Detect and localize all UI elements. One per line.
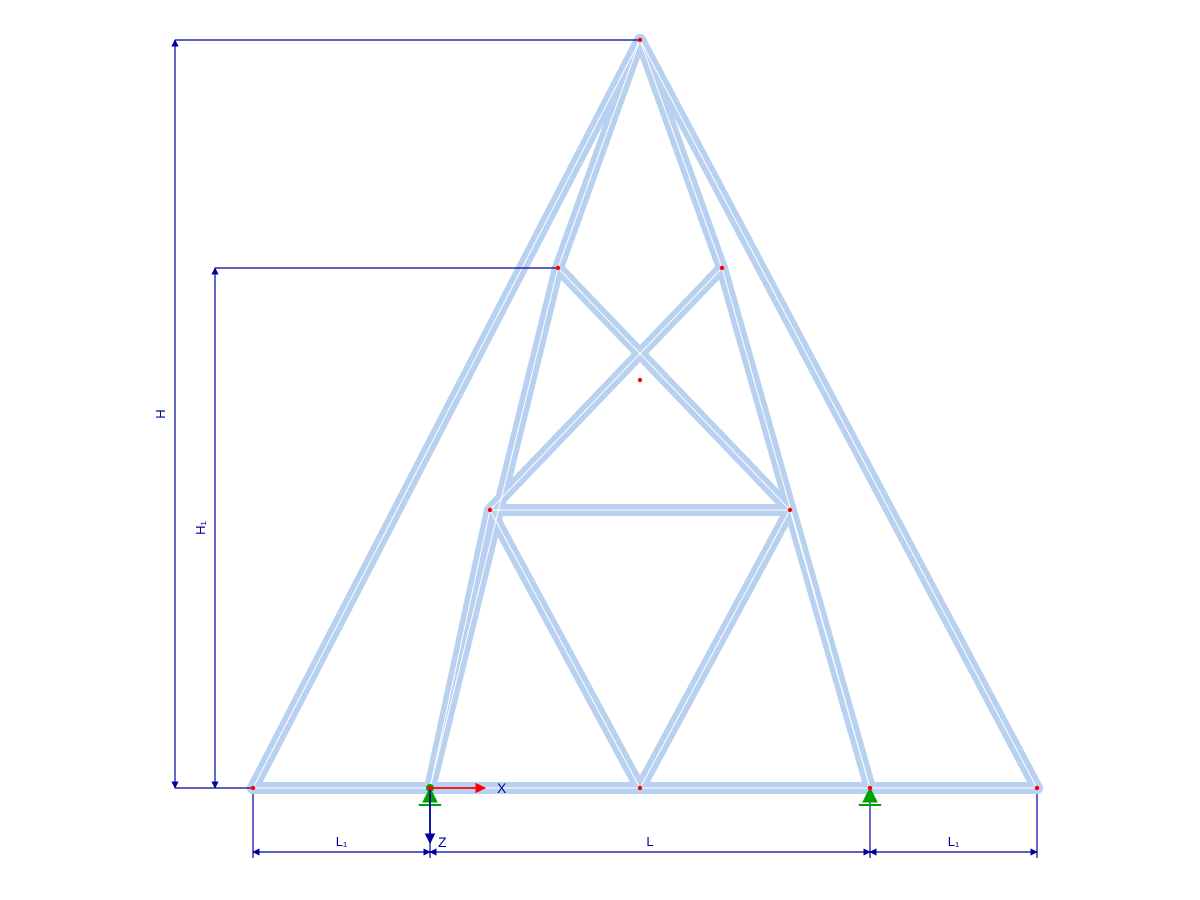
node bbox=[1035, 786, 1039, 790]
dim-label: L bbox=[646, 834, 653, 849]
node bbox=[638, 786, 642, 790]
dim-label: L₁ bbox=[948, 834, 960, 849]
node bbox=[488, 508, 492, 512]
nodes bbox=[251, 38, 1039, 790]
node bbox=[638, 38, 642, 42]
dim-label: H bbox=[153, 409, 168, 418]
node bbox=[556, 266, 560, 270]
node bbox=[428, 786, 432, 790]
node bbox=[638, 378, 642, 382]
dim-label: H₁ bbox=[193, 521, 208, 535]
axis-z-label: Z bbox=[438, 834, 447, 850]
node bbox=[251, 786, 255, 790]
node bbox=[868, 786, 872, 790]
node bbox=[720, 266, 724, 270]
truss-diagram: H H₁ L₁ L L₁ X Z bbox=[0, 0, 1200, 900]
members bbox=[253, 40, 1037, 788]
dim-label: L₁ bbox=[336, 834, 348, 849]
axis-x-label: X bbox=[497, 780, 507, 796]
node bbox=[788, 508, 792, 512]
